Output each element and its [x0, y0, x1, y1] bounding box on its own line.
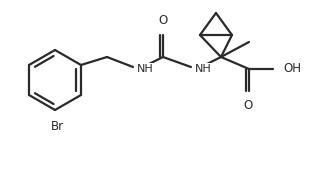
Text: NH: NH: [137, 64, 154, 74]
Text: O: O: [158, 14, 168, 27]
Text: NH: NH: [195, 64, 212, 74]
Text: O: O: [243, 99, 253, 112]
Text: Br: Br: [50, 120, 63, 133]
Text: OH: OH: [283, 62, 301, 75]
